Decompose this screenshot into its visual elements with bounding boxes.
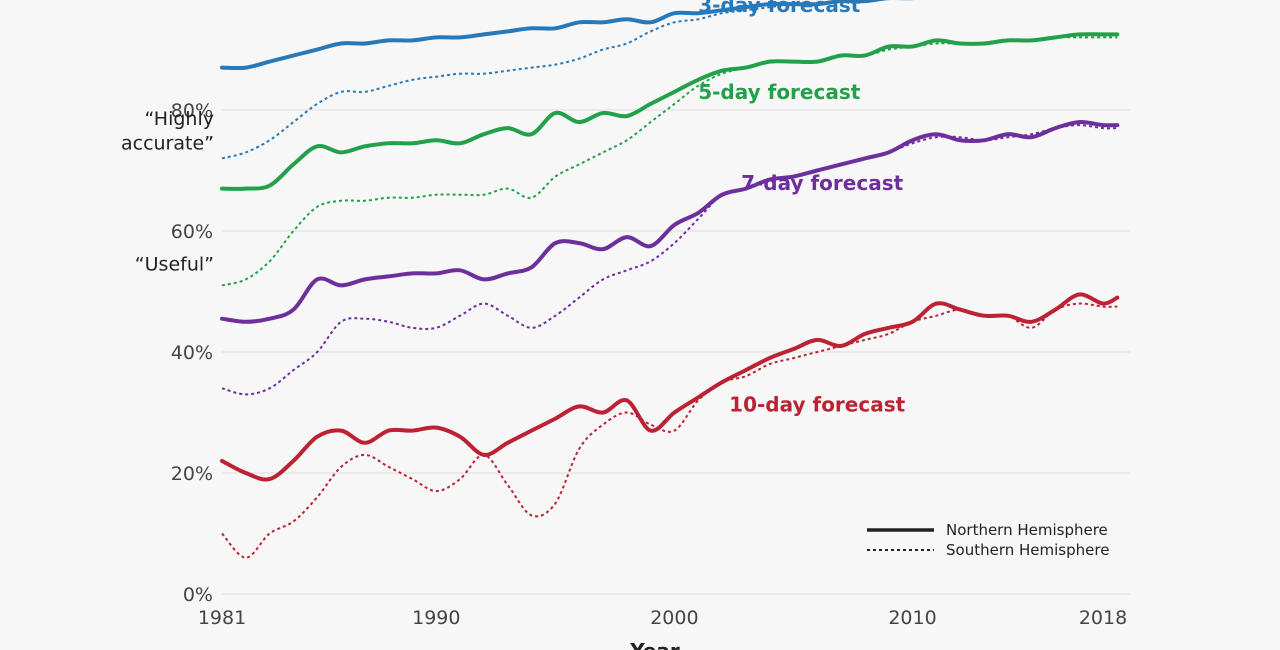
y-tick-label: 20% (171, 463, 213, 485)
x-tick-label: 1990 (412, 607, 460, 629)
x-tick-label: 2010 (888, 607, 936, 629)
legend: Northern Hemisphere Southern Hemisphere (867, 521, 1109, 559)
legend-label-southern: Southern Hemisphere (946, 541, 1109, 559)
series-lines (220, 0, 1120, 559)
x-axis-title: Year (629, 639, 680, 650)
x-tick-label: 2018 (1079, 607, 1127, 629)
series-line-10-day-forecast-northern (220, 292, 1120, 482)
y-axis-ticks: 0% 20% 40% 60% 80% (171, 100, 213, 606)
y-tick-label: 0% (183, 584, 213, 606)
series-line-10-day-forecast-southern (221, 302, 1118, 559)
series-label: 3-day forecast (698, 0, 861, 17)
series-line-7-day-forecast-southern (221, 124, 1118, 396)
gridlines (222, 109, 1130, 595)
series-line-5-day-forecast-northern (220, 32, 1120, 191)
y-tick-label: 80% (171, 100, 213, 122)
y-tick-label: 40% (171, 342, 213, 364)
legend-label-northern: Northern Hemisphere (946, 521, 1108, 539)
threshold-annotation: “Useful” (135, 253, 214, 275)
series-labels: 3-day forecast 5-day forecast 7-day foreca… (698, 0, 905, 416)
threshold-annotation: “Highly (145, 108, 214, 130)
series-line-7-day-forecast-northern (220, 120, 1120, 324)
x-tick-label: 1981 (198, 607, 246, 629)
series-label: 5-day forecast (698, 80, 861, 104)
series-line-5-day-forecast-southern (221, 36, 1118, 287)
x-axis-ticks: 1981 1990 2000 2010 2018 (198, 607, 1127, 629)
series-line-3-day-forecast-southern (221, 0, 881, 160)
series-line-3-day-forecast-northern (220, 0, 914, 71)
series-label: 10-day forecast (729, 392, 905, 416)
y-tick-label: 60% (171, 221, 213, 243)
threshold-annotation: accurate” (121, 132, 214, 154)
series-label: 7-day forecast (741, 171, 904, 195)
x-tick-label: 2000 (650, 607, 698, 629)
